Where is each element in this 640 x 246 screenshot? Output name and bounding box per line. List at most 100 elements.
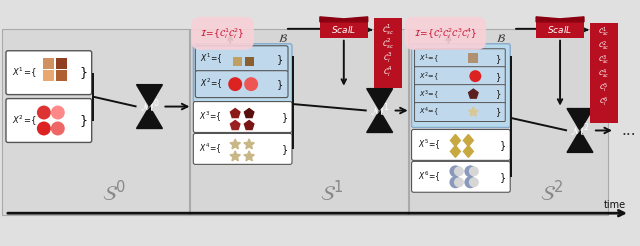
- Text: }: }: [282, 144, 288, 154]
- Text: $\mathcal{C}^2_{sc}$: $\mathcal{C}^2_{sc}$: [381, 36, 394, 51]
- Circle shape: [465, 165, 476, 177]
- Bar: [536, 22, 584, 38]
- Polygon shape: [230, 121, 240, 130]
- Text: $\mathcal{C}^2_{sc}$: $\mathcal{C}^2_{sc}$: [598, 40, 610, 53]
- Polygon shape: [451, 135, 460, 146]
- Polygon shape: [244, 151, 254, 161]
- Text: }: }: [496, 108, 501, 117]
- Circle shape: [469, 70, 481, 82]
- Text: $\mathcal{S}^1$: $\mathcal{S}^1$: [320, 180, 343, 205]
- Text: }: }: [496, 54, 501, 63]
- Polygon shape: [230, 151, 241, 161]
- Circle shape: [465, 176, 476, 188]
- Text: $X^2\!=\!\{$: $X^2\!=\!\{$: [200, 77, 223, 91]
- Text: $\mathcal{M}^0$: $\mathcal{M}^0$: [140, 98, 159, 115]
- FancyBboxPatch shape: [195, 46, 288, 73]
- FancyBboxPatch shape: [412, 44, 510, 127]
- FancyBboxPatch shape: [415, 103, 505, 122]
- FancyBboxPatch shape: [415, 67, 505, 86]
- Bar: [56, 70, 67, 81]
- Polygon shape: [136, 85, 163, 128]
- Text: $\mathcal{C}^4_i$: $\mathcal{C}^4_i$: [383, 64, 392, 79]
- FancyBboxPatch shape: [195, 71, 288, 98]
- Polygon shape: [463, 145, 474, 157]
- Text: $\mathcal{B}$: $\mathcal{B}$: [497, 32, 506, 44]
- Text: $\mathcal{C}^1_{sc}$: $\mathcal{C}^1_{sc}$: [381, 22, 394, 37]
- Text: $\mathcal{S}^0$: $\mathcal{S}^0$: [102, 180, 126, 205]
- Polygon shape: [536, 17, 584, 22]
- Polygon shape: [244, 139, 254, 149]
- Polygon shape: [468, 107, 478, 116]
- Text: }: }: [282, 112, 288, 122]
- Bar: [320, 22, 368, 38]
- Polygon shape: [367, 89, 392, 132]
- Circle shape: [51, 122, 65, 136]
- Circle shape: [51, 106, 65, 120]
- FancyBboxPatch shape: [415, 85, 505, 104]
- Text: $X^4\!=\!\{$: $X^4\!=\!\{$: [419, 106, 438, 118]
- Polygon shape: [320, 17, 368, 22]
- FancyBboxPatch shape: [412, 161, 510, 192]
- Text: $X^1\!=\!\{$: $X^1\!=\!\{$: [200, 52, 223, 66]
- Text: $\mathcal{S}^2$: $\mathcal{S}^2$: [540, 180, 564, 205]
- FancyBboxPatch shape: [193, 102, 292, 132]
- Circle shape: [449, 165, 461, 177]
- Text: $X^2\!=\!\{$: $X^2\!=\!\{$: [12, 113, 36, 128]
- Circle shape: [454, 166, 464, 176]
- Polygon shape: [451, 145, 460, 157]
- Text: $X^5\!=\!\{$: $X^5\!=\!\{$: [417, 138, 440, 152]
- Text: $\mathcal{C}^1_{sc}$: $\mathcal{C}^1_{sc}$: [598, 26, 610, 39]
- Text: }: }: [80, 114, 88, 127]
- Text: $X^2\!=\!\{$: $X^2\!=\!\{$: [419, 70, 438, 83]
- Text: }: }: [276, 54, 283, 64]
- Text: }: }: [500, 140, 506, 150]
- Text: $X^3\!=\!\{$: $X^3\!=\!\{$: [419, 88, 438, 101]
- Text: $\mathit{ScaIL}$: $\mathit{ScaIL}$: [547, 24, 573, 35]
- Circle shape: [37, 106, 51, 120]
- Polygon shape: [244, 108, 254, 118]
- Text: $\mathcal{C}^3_{sc}$: $\mathcal{C}^3_{sc}$: [598, 54, 610, 67]
- Bar: [56, 58, 67, 69]
- Text: ...: ...: [622, 123, 636, 138]
- Bar: [43, 58, 54, 69]
- Bar: [43, 70, 54, 81]
- Polygon shape: [468, 89, 478, 98]
- Bar: [374, 18, 401, 88]
- Text: $\mathcal{C}^6_i$: $\mathcal{C}^6_i$: [599, 96, 609, 109]
- Polygon shape: [463, 135, 474, 146]
- Text: }: }: [500, 172, 506, 182]
- FancyBboxPatch shape: [6, 99, 92, 142]
- Circle shape: [244, 77, 258, 91]
- Text: $\mathcal{I}\!=\!\{\mathcal{C}_i^1\mathcal{C}_i^2\}$: $\mathcal{I}\!=\!\{\mathcal{C}_i^1\mathc…: [200, 26, 245, 41]
- Text: }: }: [496, 72, 501, 81]
- Text: $X^1\!=\!\{$: $X^1\!=\!\{$: [419, 52, 438, 65]
- Text: $\mathcal{B}$: $\mathcal{B}$: [278, 32, 288, 44]
- Text: $X^4\!=\!\{$: $X^4\!=\!\{$: [199, 142, 222, 156]
- Text: time: time: [604, 200, 626, 210]
- Bar: [408, 29, 608, 215]
- Text: $\mathcal{M}^2$: $\mathcal{M}^2$: [570, 122, 589, 139]
- FancyBboxPatch shape: [193, 44, 292, 103]
- Text: $X^1\!=\!\{$: $X^1\!=\!\{$: [12, 66, 36, 80]
- Text: $X^3\!=\!\{$: $X^3\!=\!\{$: [199, 110, 222, 124]
- Bar: [233, 57, 242, 66]
- FancyBboxPatch shape: [415, 49, 505, 68]
- Circle shape: [469, 166, 479, 176]
- FancyBboxPatch shape: [412, 129, 510, 160]
- Text: $\mathcal{I}\!=\!\{\mathcal{C}_i^1\mathcal{C}_i^2\mathcal{C}_i^3\mathcal{C}_i^4\: $\mathcal{I}\!=\!\{\mathcal{C}_i^1\mathc…: [413, 26, 477, 41]
- Circle shape: [469, 177, 479, 187]
- Bar: [245, 57, 254, 66]
- Text: $\mathit{ScaIL}$: $\mathit{ScaIL}$: [331, 24, 356, 35]
- Circle shape: [228, 77, 242, 91]
- Polygon shape: [230, 108, 240, 118]
- Circle shape: [454, 177, 464, 187]
- Bar: [590, 23, 618, 123]
- Text: $X^6\!=\!\{$: $X^6\!=\!\{$: [417, 170, 440, 184]
- Text: $\mathcal{C}^4_{sc}$: $\mathcal{C}^4_{sc}$: [598, 68, 610, 81]
- Bar: [190, 29, 408, 215]
- Text: $\mathcal{M}^1$: $\mathcal{M}^1$: [370, 102, 389, 119]
- Polygon shape: [567, 108, 593, 153]
- Text: $\mathcal{C}^5_i$: $\mathcal{C}^5_i$: [600, 82, 609, 95]
- Text: }: }: [496, 90, 501, 99]
- Bar: [468, 53, 478, 63]
